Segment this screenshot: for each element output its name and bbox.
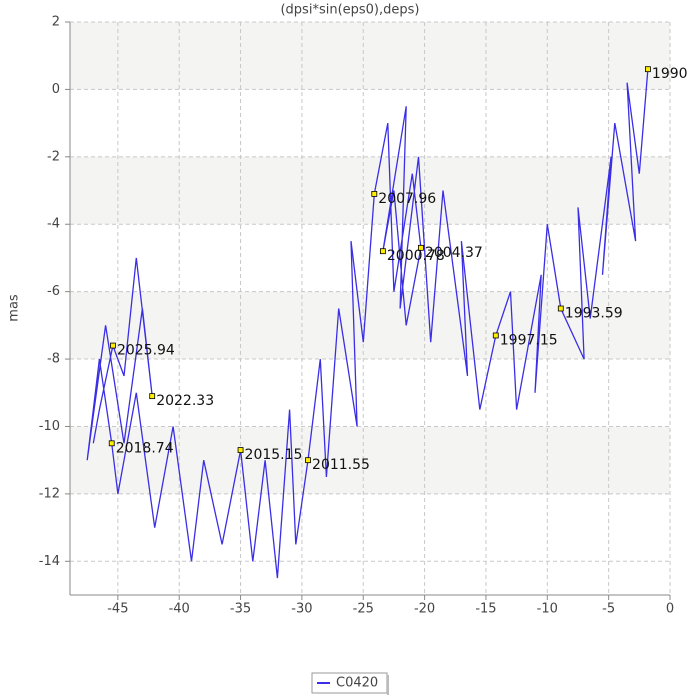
band: [70, 22, 670, 90]
annotation-label: 1997.15: [500, 332, 558, 348]
legend-shadow: [387, 675, 389, 695]
annotation-marker: [305, 457, 311, 464]
x-tick-label: 0: [666, 602, 674, 617]
x-tick-label: -20: [414, 602, 435, 617]
y-tick-label: -2: [47, 149, 60, 164]
annotation-marker: [110, 342, 116, 349]
annotation-marker: [371, 190, 378, 197]
y-tick-label: -6: [47, 284, 60, 299]
annotation-marker: [645, 66, 651, 73]
x-tick-label: -10: [537, 602, 558, 617]
annotation-label: 1990: [652, 66, 688, 82]
annotation-label: 2025.94: [117, 343, 175, 359]
y-tick-label: -14: [39, 554, 60, 569]
annotation-marker: [418, 244, 424, 251]
annotation-label: 2000.78: [387, 248, 445, 264]
x-tick-label: -40: [169, 602, 190, 617]
y-tick-label: -8: [47, 352, 60, 367]
y-tick-label: 0: [52, 82, 60, 97]
annotation-label: 2011.55: [312, 457, 370, 473]
band: [70, 291, 670, 360]
annotation-marker: [149, 393, 156, 400]
y-axis-label: mas: [7, 294, 22, 322]
x-tick-label: -45: [107, 602, 128, 617]
x-tick-label: -5: [602, 602, 615, 617]
annotation-marker: [108, 440, 115, 447]
band: [70, 426, 670, 494]
chart-title: (dpsi*sin(eps0),deps): [280, 3, 419, 18]
x-tick-label: -25: [353, 602, 374, 617]
annotation-label: 2015.15: [245, 447, 303, 463]
annotation-marker: [379, 248, 386, 255]
annotation-label: 2022.33: [156, 393, 214, 409]
annotation-label: 1993.59: [565, 306, 623, 322]
annotation-marker: [557, 305, 564, 312]
annotation-label: 2004.37: [425, 245, 483, 261]
y-tick-label: -10: [39, 419, 60, 434]
annotation-marker: [237, 447, 244, 453]
x-tick-label: -35: [230, 602, 251, 617]
x-tick-label: -15: [475, 602, 496, 617]
y-tick-label: -4: [47, 217, 60, 232]
band: [70, 156, 670, 225]
annotation-label: 2018.74: [116, 440, 174, 456]
y-tick-label: 2: [52, 15, 60, 30]
x-tick-label: -30: [291, 602, 312, 617]
legend-label: C0420: [336, 676, 378, 691]
annotation-label: 2007.96: [378, 191, 436, 207]
annotation-marker: [492, 332, 499, 339]
y-tick-label: -12: [39, 486, 60, 501]
